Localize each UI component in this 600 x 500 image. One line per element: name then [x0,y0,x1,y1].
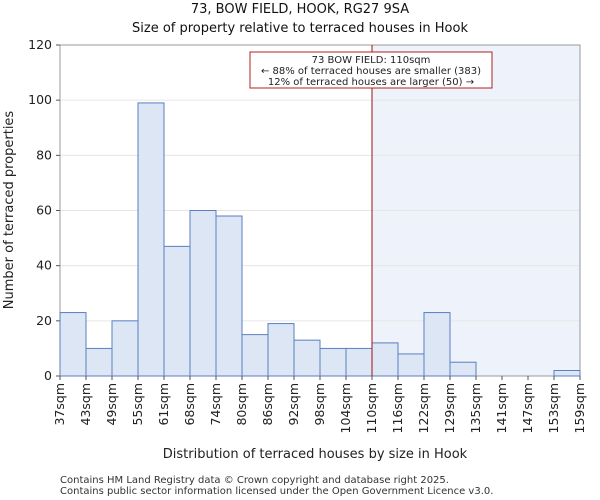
annotation-line-1: 73 BOW FIELD: 110sqm [312,55,431,66]
bar [267,323,295,377]
bar [215,215,243,377]
y-tick-label: 80 [36,147,52,162]
x-tick-label: 129sqm [442,383,457,433]
bar [449,361,477,377]
bar [241,334,269,377]
x-tick-label: 135sqm [468,383,483,433]
x-tick-label: 153sqm [546,383,561,433]
x-tick-label: 104sqm [338,383,353,433]
bar [85,347,113,377]
y-tick-label: 100 [28,92,52,107]
bar [137,102,165,377]
x-tick-label: 37sqm [52,383,67,426]
bar [553,369,581,377]
x-tick-label: 68sqm [182,383,197,426]
bar [319,347,347,377]
bar [189,210,217,377]
x-tick-label: 159sqm [572,383,587,433]
y-tick-label: 0 [44,368,52,383]
bar [293,339,321,377]
footer-line-1: Contains HM Land Registry data © Crown c… [60,475,449,486]
x-tick-label: 122sqm [416,383,431,433]
bar [111,320,139,377]
x-tick-label: 74sqm [208,383,223,426]
x-tick-label: 49sqm [104,383,119,426]
y-tick-label: 40 [36,258,52,273]
annotation-line-2: ← 88% of terraced houses are smaller (38… [261,66,481,77]
x-tick-label: 43sqm [78,383,93,426]
x-tick-label: 141sqm [494,383,509,433]
y-tick-label: 60 [36,203,52,218]
chart-subtitle: Size of property relative to terraced ho… [132,21,468,36]
x-tick-label: 98sqm [312,383,327,426]
x-tick-label: 92sqm [286,383,301,426]
y-tick-label: 120 [28,37,52,52]
y-tick-label: 20 [36,313,52,328]
bar [59,312,87,377]
x-tick-label: 80sqm [234,383,249,426]
x-tick-label: 110sqm [364,383,379,433]
bar [345,347,373,377]
bar [423,312,451,377]
footer-line-2: Contains public sector information licen… [60,486,493,497]
x-tick-label: 147sqm [520,383,535,433]
y-axis-label: Number of terraced properties [2,111,17,310]
annotation-line-3: 12% of terraced houses are larger (50) → [268,77,474,88]
x-tick-label: 86sqm [260,383,275,426]
x-axis-label: Distribution of terraced houses by size … [163,447,468,462]
chart-title: 73, BOW FIELD, HOOK, RG27 9SA [191,2,409,17]
x-tick-label: 55sqm [130,383,145,426]
bar [163,245,191,377]
bar [371,342,399,377]
annotation-box [249,51,493,89]
plot-area: 0 20 40 60 80 100 120 37sqm 43sqm 49sqm 55sqm 61sqm… [28,37,587,433]
x-tick-label: 61sqm [156,383,171,426]
x-tick-label: 116sqm [390,383,405,433]
bar [397,353,425,377]
